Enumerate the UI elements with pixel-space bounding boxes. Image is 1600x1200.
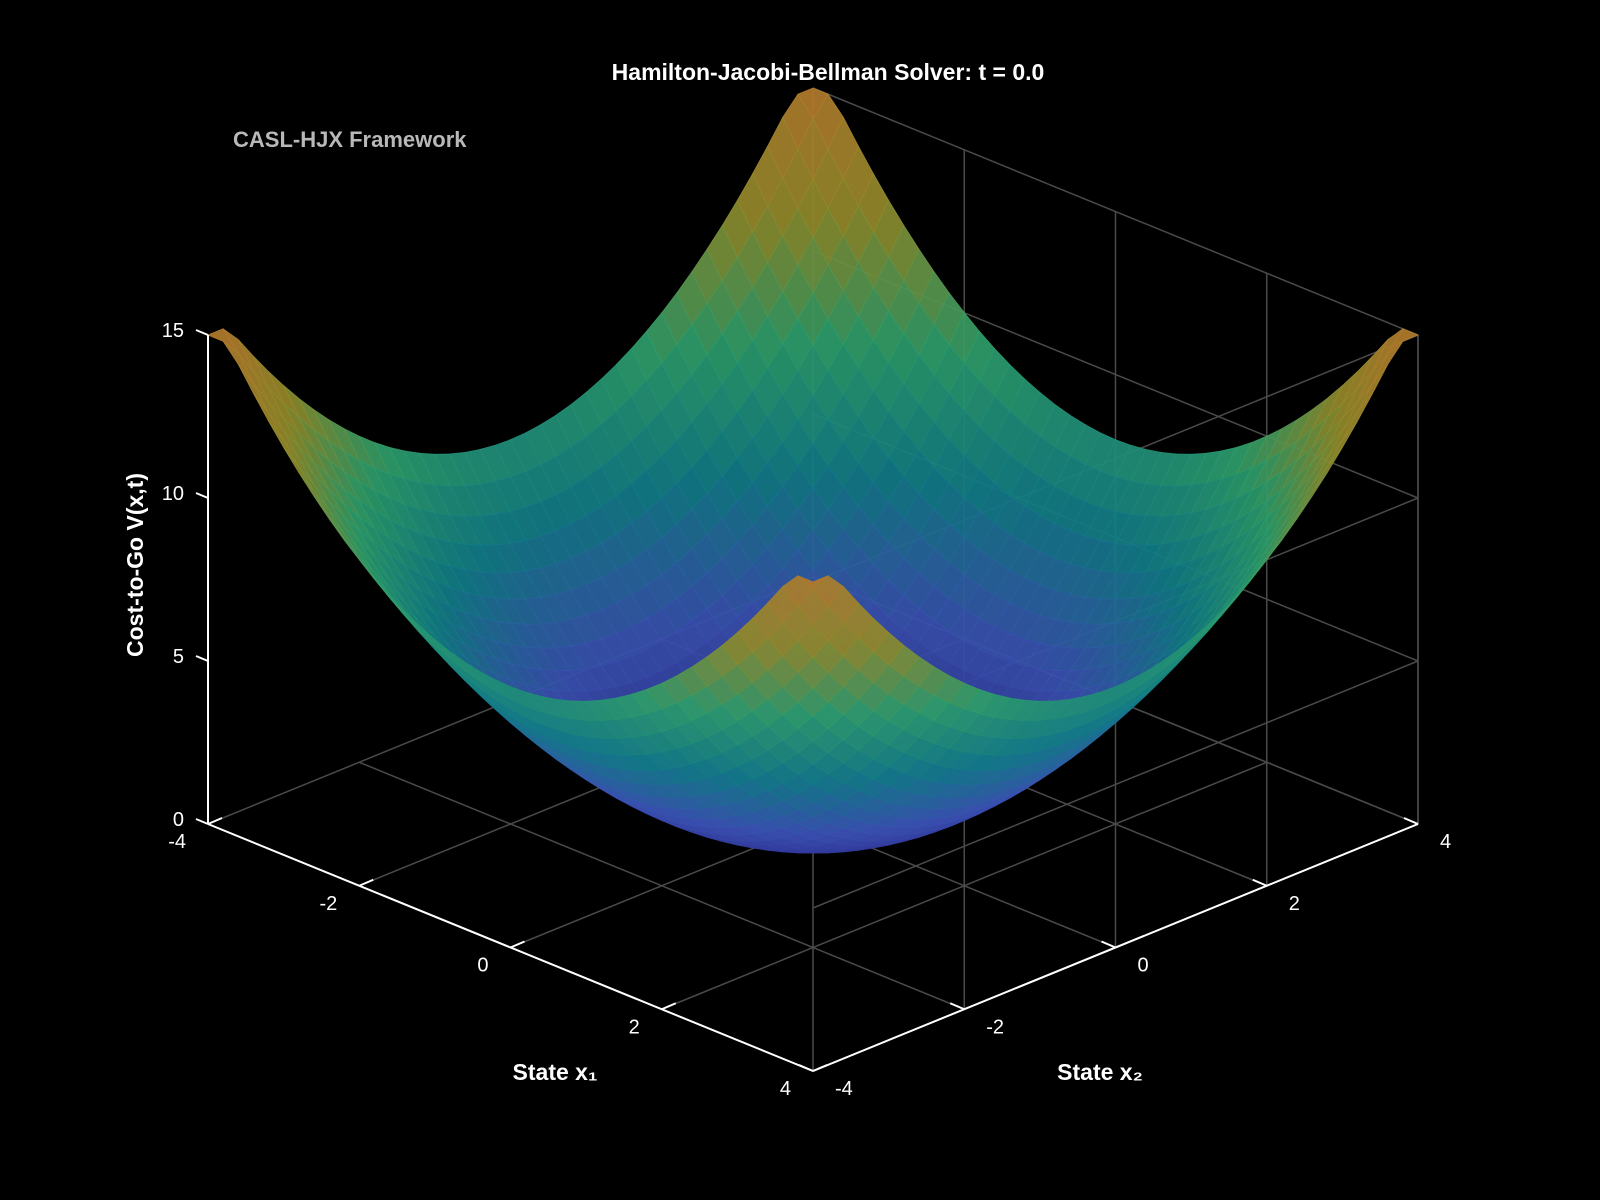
x2-tick: [1403, 817, 1419, 825]
grid-line: [812, 660, 1419, 909]
x2-tick: [1101, 940, 1116, 949]
x2-tick: [798, 1064, 814, 1072]
framework-annotation: CASL-HJX Framework: [233, 127, 467, 152]
z-tick-label: 0: [173, 809, 184, 831]
z-tick: [195, 655, 209, 662]
x1-tick: [207, 817, 223, 825]
x1-tick: [510, 940, 525, 949]
x2-tick-label: 2: [1289, 893, 1300, 915]
z-tick-label: 10: [162, 483, 184, 505]
x2-tick: [949, 1002, 965, 1011]
front-axes: -4 -2 0 2 4 -4 -2 0 2 4 0 5 10 15: [162, 320, 1451, 1100]
x2-tick-label: -4: [835, 1078, 853, 1100]
x1-tick-label: 2: [629, 1016, 640, 1038]
x2-tick-label: 4: [1440, 831, 1451, 853]
chart-title: Hamilton-Jacobi-Bellman Solver: t = 0.0: [612, 59, 1045, 85]
x2-tick-label: 0: [1138, 955, 1149, 977]
x1-tick: [661, 1002, 677, 1011]
x1-tick: [358, 878, 374, 887]
z-tick: [195, 818, 209, 825]
x1-tick-label: -2: [319, 893, 337, 915]
x1-tick-label: -4: [168, 831, 186, 853]
surface-patch: [797, 575, 829, 589]
x2-tick-label: -2: [986, 1016, 1004, 1038]
x1-axis-label: State x₁: [513, 1059, 598, 1085]
x2-tick: [1252, 878, 1268, 887]
z-tick-label: 5: [173, 646, 184, 668]
x1-tick-label: 4: [780, 1078, 791, 1100]
x2-axis-label: State x₂: [1057, 1059, 1143, 1085]
grid-line: [661, 761, 1268, 1010]
labels: Hamilton-Jacobi-Bellman Solver: t = 0.0 …: [122, 59, 1143, 1085]
z-axis-label: Cost-to-Go V(x,t): [122, 473, 148, 657]
grid-line: [812, 87, 1419, 336]
z-tick: [195, 492, 209, 499]
z-tick-label: 15: [162, 320, 184, 342]
x1-tick: [812, 1064, 828, 1072]
x1-tick-label: 0: [477, 955, 488, 977]
z-tick: [195, 329, 209, 336]
value-surface: [206, 87, 1420, 854]
